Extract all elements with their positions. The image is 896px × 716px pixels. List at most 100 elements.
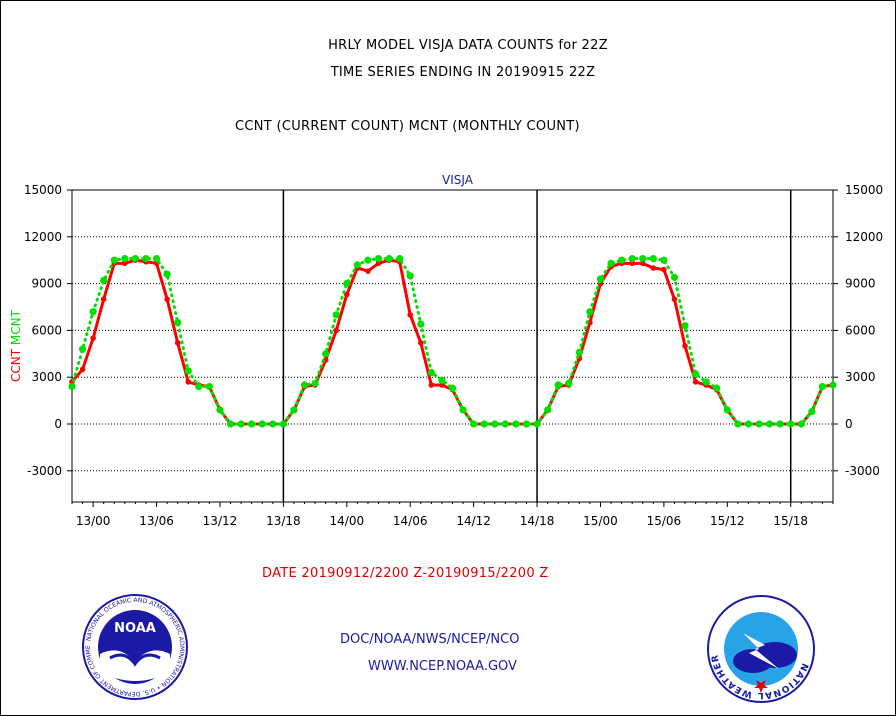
y-tick-label-left: 12000 [24,230,62,244]
data-point-mcnt [480,420,488,428]
x-tick-label: 13/18 [266,514,301,528]
y-axis-label: CCNT MCNT [9,309,23,382]
data-point-mcnt [586,308,594,316]
data-point-mcnt [575,348,583,356]
data-point-mcnt [681,322,689,330]
y-tick-label-right: 6000 [845,323,876,337]
data-point-mcnt [417,320,425,328]
data-point-mcnt [628,255,636,263]
data-point-mcnt [131,255,140,263]
data-point-mcnt [311,379,319,388]
data-point-mcnt [501,420,509,428]
data-point-mcnt [765,420,774,428]
data-point-ccnt [417,340,424,346]
x-tick-label: 14/00 [330,514,365,528]
noaa-logo-text: NOAA [114,621,156,636]
data-point-mcnt [554,381,562,389]
data-point-mcnt [174,319,182,327]
x-tick-label: 15/12 [710,514,745,528]
data-point-mcnt [353,261,361,269]
data-point-mcnt [639,255,647,263]
data-point-ccnt [185,379,192,385]
data-point-mcnt [660,256,668,264]
y-tick-label-left: 15000 [24,183,62,197]
data-point-mcnt [121,255,129,263]
x-tick-label: 15/06 [647,514,682,528]
data-point-mcnt [237,420,245,428]
data-point-mcnt [596,275,605,283]
y-tick-label-right: 15000 [845,183,883,197]
data-point-mcnt [78,345,87,353]
nws-logo-icon: NATIONAL WEATHER SERVICE [705,593,815,703]
data-point-ccnt [344,291,350,298]
data-point-mcnt [618,256,626,264]
data-point-mcnt [713,384,721,392]
data-point-ccnt [682,343,688,349]
data-point-ccnt [164,296,170,303]
y-axis-label-mcnt: MCNT [9,309,23,345]
data-point-mcnt [491,420,499,428]
data-point-mcnt [216,406,224,414]
data-point-mcnt [279,420,287,428]
series-line-ccnt [70,258,835,426]
x-tick-label: 14/06 [393,514,428,528]
data-point-mcnt [734,420,742,428]
noaa-logo-icon: NOAA NATIONAL OCEANIC AND ATMOSPHERIC AD… [80,592,188,700]
data-point-mcnt [68,382,76,391]
plot-title: VISJA [442,173,474,187]
x-tick-label: 15/18 [773,514,808,528]
data-point-mcnt [691,370,700,378]
y-tick-label-right: 0 [845,417,853,431]
data-point-mcnt [89,308,97,316]
data-point-mcnt [152,255,161,263]
data-point-ccnt [428,382,435,388]
data-point-mcnt [448,384,457,392]
data-point-mcnt [544,406,552,414]
data-point-mcnt [300,381,309,389]
y-tick-label-left: 3000 [31,370,62,384]
data-point-mcnt [670,273,679,281]
data-point-mcnt [142,255,150,263]
y-tick-label-left: 6000 [31,323,62,337]
data-point-mcnt [322,350,330,358]
data-point-mcnt [364,256,372,264]
data-point-mcnt [427,368,435,377]
chart-legend-description: CCNT (CURRENT COUNT) MCNT (MONTHLY COUNT… [235,119,580,134]
data-point-mcnt [565,379,573,388]
data-point-mcnt [184,367,192,375]
data-point-ccnt [650,265,657,271]
credit-website: WWW.NCEP.NOAA.GOV [368,659,517,674]
y-tick-label-right: 12000 [845,230,883,244]
data-point-mcnt [269,420,277,428]
data-point-mcnt [343,280,351,288]
data-point-mcnt [385,255,393,263]
x-tick-label: 13/00 [76,514,111,528]
x-tick-label: 13/12 [203,514,238,528]
credit-org-path: DOC/NOAA/NWS/NCEP/NCO [340,632,520,647]
y-tick-label-left: 9000 [31,277,62,291]
date-range-label: DATE 20190912/2200 Z-20190915/2200 Z [262,566,549,581]
plot-area: -3000 -3000 0 0 3000 3000 6000 6000 9000 9000 1200… [9,173,883,528]
time-series-chart: -3000 -3000 0 0 3000 3000 6000 6000 9000 9000 1200… [9,173,883,528]
data-point-mcnt [522,420,531,428]
data-point-mcnt [470,420,478,428]
data-point-mcnt [744,420,753,428]
y-axis-label-ccnt: CCNT [9,345,23,382]
data-point-mcnt [755,420,763,428]
data-point-ccnt [692,379,699,385]
data-point-mcnt [205,382,214,391]
data-point-mcnt [818,382,827,391]
data-point-mcnt [332,311,340,319]
data-point-mcnt [787,420,795,428]
y-tick-label-right: -3000 [845,464,880,478]
data-point-mcnt [438,376,446,384]
data-point-mcnt [374,255,383,263]
data-point-mcnt [226,420,235,428]
data-point-ccnt [79,366,86,373]
data-point-mcnt [195,382,203,391]
data-point-mcnt [797,420,805,428]
data-point-mcnt [396,255,404,263]
data-point-mcnt [258,420,266,428]
data-point-ccnt [333,327,340,334]
chart-title-line-1: HRLY MODEL VISJA DATA COUNTS for 22Z [328,38,608,53]
